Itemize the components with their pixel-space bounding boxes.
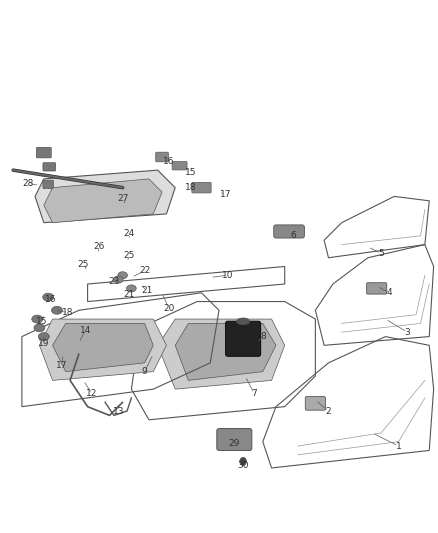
Text: 16: 16 (163, 157, 174, 166)
Ellipse shape (127, 285, 136, 292)
Text: 21: 21 (124, 290, 135, 300)
Polygon shape (39, 319, 166, 381)
Text: 29: 29 (229, 439, 240, 448)
Ellipse shape (34, 324, 45, 332)
Text: 10: 10 (222, 271, 233, 280)
Text: 25: 25 (124, 251, 135, 260)
Text: 12: 12 (86, 389, 98, 398)
Text: 3: 3 (404, 328, 410, 337)
FancyBboxPatch shape (274, 225, 304, 238)
Polygon shape (158, 319, 285, 389)
FancyBboxPatch shape (43, 163, 56, 171)
FancyBboxPatch shape (172, 161, 187, 170)
Text: 8: 8 (260, 332, 266, 341)
Ellipse shape (237, 318, 250, 325)
Text: 18: 18 (185, 183, 196, 192)
Text: 17: 17 (220, 190, 231, 199)
Ellipse shape (52, 306, 63, 314)
FancyBboxPatch shape (305, 397, 325, 410)
Text: 27: 27 (117, 194, 128, 203)
Text: 17: 17 (56, 360, 67, 369)
Ellipse shape (42, 293, 53, 301)
Text: 15: 15 (185, 168, 196, 177)
Text: 15: 15 (36, 317, 47, 326)
Polygon shape (35, 170, 175, 223)
Text: 1: 1 (396, 441, 402, 450)
Polygon shape (53, 324, 153, 372)
Text: 18: 18 (62, 308, 74, 317)
Text: 21: 21 (141, 286, 152, 295)
Ellipse shape (32, 315, 43, 323)
FancyBboxPatch shape (226, 321, 261, 356)
Ellipse shape (240, 457, 246, 465)
Text: 22: 22 (139, 266, 150, 276)
Text: 30: 30 (237, 461, 249, 470)
Text: 28: 28 (23, 179, 34, 188)
Text: 20: 20 (163, 304, 174, 313)
Text: 16: 16 (45, 295, 56, 304)
FancyBboxPatch shape (156, 152, 168, 162)
FancyBboxPatch shape (367, 282, 387, 294)
Text: 24: 24 (124, 229, 135, 238)
Text: 25: 25 (78, 260, 89, 269)
Polygon shape (44, 179, 162, 223)
Text: 7: 7 (251, 389, 257, 398)
Text: 14: 14 (80, 326, 91, 335)
Text: 4: 4 (387, 288, 392, 297)
FancyBboxPatch shape (217, 429, 252, 450)
Ellipse shape (118, 272, 127, 279)
FancyBboxPatch shape (43, 180, 53, 189)
Polygon shape (175, 324, 276, 381)
Text: 13: 13 (113, 407, 124, 416)
Text: 26: 26 (93, 243, 104, 251)
FancyBboxPatch shape (192, 182, 211, 193)
Text: 2: 2 (326, 407, 331, 416)
Text: 5: 5 (378, 249, 384, 258)
Ellipse shape (39, 333, 49, 341)
Text: 9: 9 (141, 367, 148, 376)
Text: 6: 6 (290, 231, 297, 240)
Text: 19: 19 (38, 338, 49, 348)
Ellipse shape (113, 276, 123, 283)
FancyBboxPatch shape (36, 147, 51, 158)
Text: 23: 23 (108, 277, 120, 286)
